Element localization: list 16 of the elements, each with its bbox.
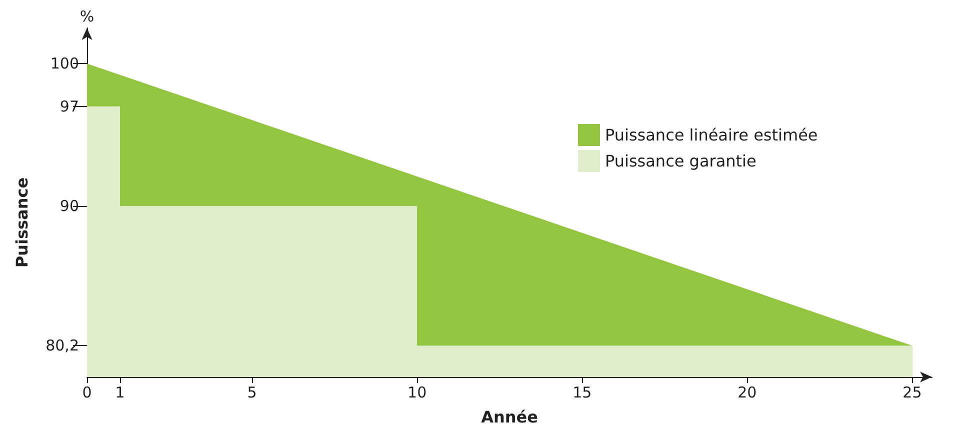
y-tick-label: 97 [60, 97, 79, 116]
x-tick-label: 25 [902, 384, 922, 402]
y-tick-label: 80,2 [46, 336, 79, 355]
y-tick-label: 100 [50, 54, 79, 73]
x-tick-label: 5 [247, 384, 257, 402]
y-axis-title: Puissance [12, 177, 32, 268]
text: % [80, 8, 94, 26]
x-tick-label: 10 [408, 384, 427, 402]
x-tick-label: 20 [738, 384, 757, 402]
x-axis-title: Année [481, 408, 538, 426]
x-tick-label: 15 [572, 384, 592, 402]
legend-label: Puissance linéaire estimée [605, 126, 818, 144]
y-tick-label: 90 [60, 197, 79, 216]
x-tick-label: 1 [115, 384, 125, 402]
legend-label: Puissance garantie [605, 152, 756, 170]
x-tick-label: 0 [82, 384, 92, 402]
